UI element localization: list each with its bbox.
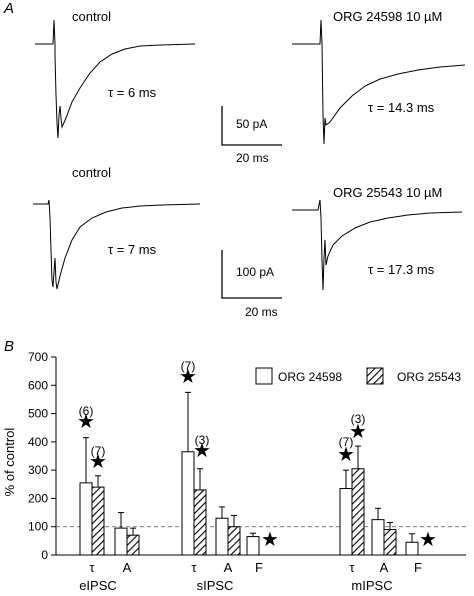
- category-label: τ: [191, 560, 197, 575]
- trace-label-3: control: [72, 165, 111, 180]
- current-trace-4: [292, 199, 463, 291]
- bars-layer: [79, 391, 419, 556]
- n-label: (7): [91, 444, 106, 458]
- scalebar-2-lines: [221, 250, 282, 299]
- category-label: F: [414, 560, 422, 575]
- scalebar-2-time: 20 ms: [245, 305, 278, 319]
- trace-label-4: ORG 25543 10 µM: [333, 185, 442, 200]
- group-label: eIPSC: [79, 578, 117, 593]
- trace-label-2: ORG 24598 10 µM: [333, 9, 442, 24]
- panel-b-label: B: [4, 338, 14, 355]
- category-label: F: [255, 560, 263, 575]
- y-tick-label: 200: [28, 491, 48, 505]
- bar-org24598: [246, 536, 260, 556]
- bar-org24598: [405, 541, 419, 556]
- scalebar-1-lines: [221, 106, 282, 146]
- bar-org25543: [227, 526, 241, 556]
- category-label: A: [224, 560, 233, 575]
- scalebar-2: 100 pA 20 ms: [221, 250, 282, 319]
- current-trace-2: [292, 19, 466, 145]
- significance-star: ★: [89, 451, 107, 473]
- significance-star: ★: [261, 529, 279, 551]
- n-label: (7): [339, 435, 354, 449]
- tau-label-1: τ = 6 ms: [108, 85, 157, 100]
- scalebar-1-time: 20 ms: [236, 151, 269, 165]
- tau-label-3: τ = 7 ms: [108, 242, 157, 257]
- y-axis-title: % of control: [2, 428, 17, 497]
- bar-org24598: [339, 488, 353, 556]
- n-label: (3): [351, 412, 366, 426]
- panel-a: A control τ = 6 ms ORG 24598 10 µM τ = 1…: [3, 0, 466, 319]
- scalebar-1-amplitude: 50 pA: [236, 117, 267, 131]
- n-label: (6): [79, 404, 94, 418]
- group-label: sIPSC: [197, 578, 234, 593]
- y-tick-label: 400: [28, 435, 48, 449]
- bar-org25543: [383, 529, 397, 556]
- y-tick-label: 600: [28, 378, 48, 392]
- bar-org24598: [215, 517, 229, 556]
- tau-label-4: τ = 17.3 ms: [368, 262, 435, 277]
- current-trace-3: [33, 199, 201, 290]
- significance-star: ★: [179, 366, 197, 388]
- category-label: A: [380, 560, 389, 575]
- group-label: mIPSC: [351, 578, 392, 593]
- bar-org24598: [181, 451, 195, 556]
- y-tick-label: 700: [28, 350, 48, 364]
- tau-label-2: τ = 14.3 ms: [368, 100, 435, 115]
- y-tick-label: 100: [28, 520, 48, 534]
- current-trace-1: [35, 19, 196, 139]
- significance-star: ★: [193, 440, 211, 462]
- y-tick-label: 500: [28, 407, 48, 421]
- trace-label-1: control: [72, 9, 111, 24]
- bar-org25543: [351, 468, 365, 556]
- trace-org25543: ORG 25543 10 µM τ = 17.3 ms: [292, 185, 463, 291]
- legend-swatch-org25543: [366, 367, 384, 385]
- significance-star: ★: [77, 411, 95, 433]
- significance-star: ★: [337, 444, 355, 466]
- significance-star: ★: [419, 529, 437, 551]
- bar-org25543: [126, 534, 140, 556]
- bar-org24598: [371, 519, 385, 556]
- n-label: (3): [195, 433, 210, 447]
- scalebar-2-amplitude: 100 pA: [236, 265, 274, 279]
- y-tick-label: 0: [41, 548, 48, 562]
- bar-org25543: [91, 486, 105, 556]
- panel-a-label: A: [3, 0, 14, 17]
- annotation-layer: ★(6)★(7)★(7)★(3)★★(7)★(3)★: [77, 359, 437, 551]
- scalebar-1: 50 pA 20 ms: [221, 106, 282, 165]
- bar-org24598: [114, 527, 128, 556]
- category-label: τ: [89, 560, 95, 575]
- bar-org25543: [193, 489, 207, 556]
- legend-swatch-org24598: [255, 367, 273, 385]
- category-label: A: [123, 560, 132, 575]
- y-tick-label: 300: [28, 463, 48, 477]
- category-label: τ: [349, 560, 355, 575]
- trace-control-2: control τ = 7 ms: [33, 165, 201, 290]
- legend-label-org24598: ORG 24598: [278, 370, 342, 384]
- bar-org24598: [79, 482, 93, 556]
- significance-star: ★: [349, 421, 367, 443]
- trace-control-1: control τ = 6 ms: [35, 9, 196, 139]
- trace-org24598: ORG 24598 10 µM τ = 14.3 ms: [292, 9, 466, 145]
- legend-label-org25543: ORG 25543: [397, 370, 461, 384]
- n-label: (7): [181, 359, 196, 373]
- legend: ORG 24598 ORG 25543: [255, 367, 461, 385]
